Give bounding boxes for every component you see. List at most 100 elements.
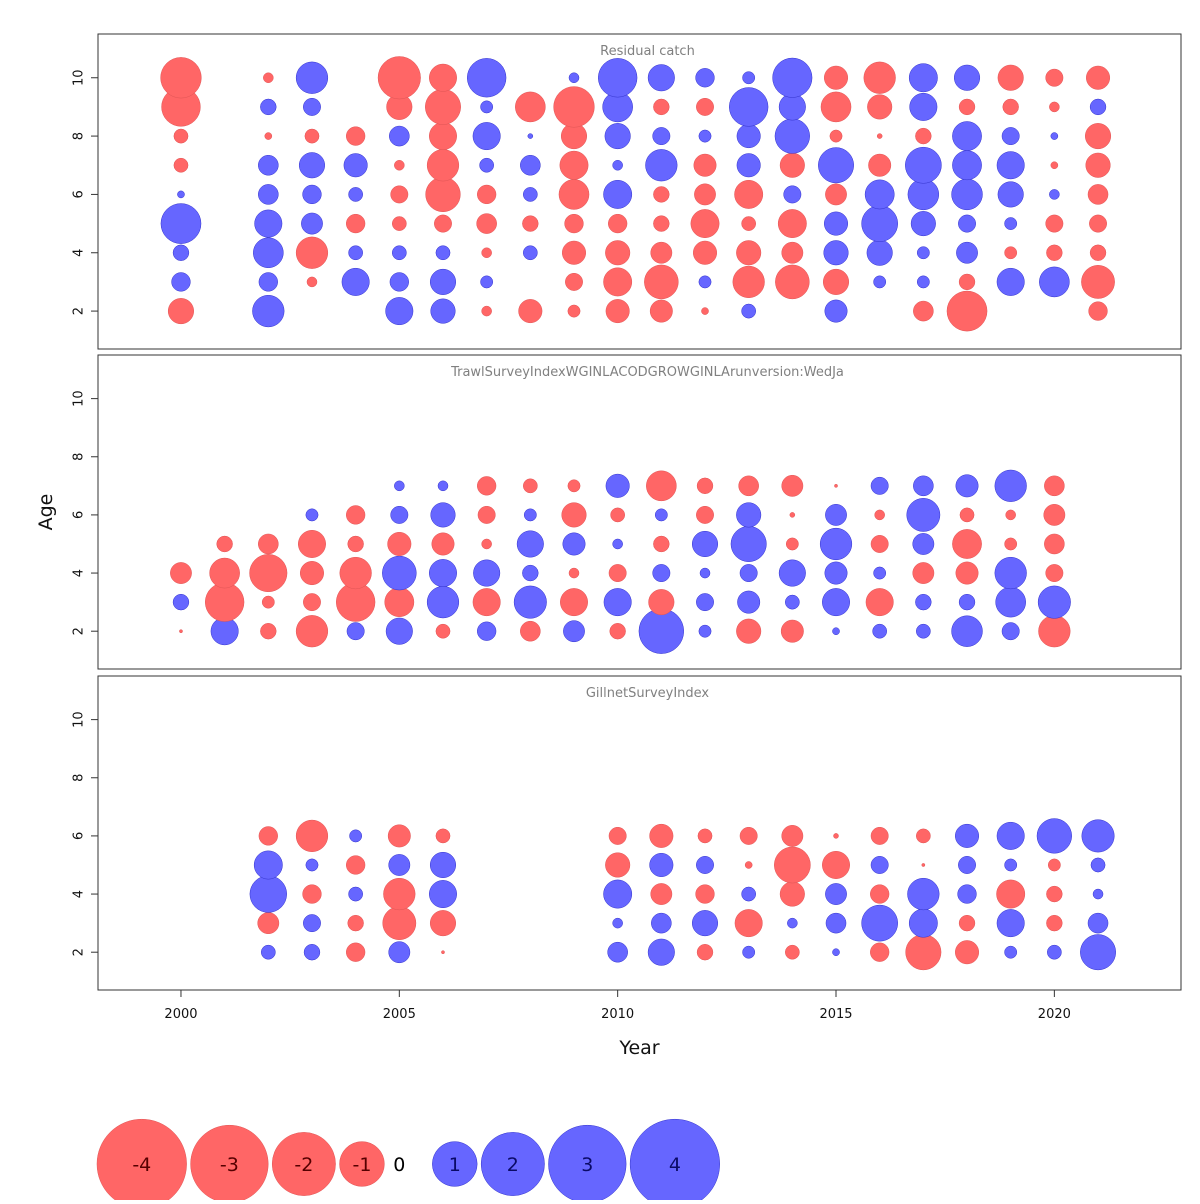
bubble-2015-age-2 <box>832 948 840 956</box>
legend-label: -3 <box>220 1154 239 1176</box>
legend-bubble <box>629 1118 720 1204</box>
bubble-2010-age-8 <box>604 123 631 150</box>
bubble-2012-age-2 <box>701 307 709 315</box>
bubble-2019-age-2 <box>1004 945 1018 959</box>
bubble-2007-age-6 <box>477 505 496 524</box>
legend-bubble <box>271 1132 336 1196</box>
bubble-2012-age-8 <box>698 129 712 143</box>
bubble-2005-age-5 <box>387 531 412 556</box>
bubble-2020-age-3 <box>1037 585 1071 619</box>
bubble-2005-age-8 <box>389 125 410 147</box>
bubble-2005-age-2 <box>385 297 414 326</box>
bubble-2021-age-5 <box>1090 857 1106 873</box>
bubble-2008-age-3 <box>513 585 547 619</box>
bubble-2014-age-6 <box>781 825 804 847</box>
bubble-2000-age-2 <box>179 629 183 634</box>
bubble-2019-age-4 <box>994 556 1027 590</box>
bubble-2010-age-3 <box>612 917 623 929</box>
bubble-2011-age-4 <box>650 241 673 264</box>
legend-label: 1 <box>449 1154 461 1176</box>
bubble-2013-age-6 <box>736 502 762 528</box>
bubble-2016-age-5 <box>861 205 898 242</box>
bubble-2012-age-4 <box>693 240 718 265</box>
bubble-2017-age-3 <box>908 908 938 938</box>
bubble-2004-age-5 <box>347 535 364 553</box>
bubble-2014-age-5 <box>774 846 811 884</box>
bubble-2017-age-5 <box>921 863 926 867</box>
bubble-2013-age-10 <box>742 71 756 85</box>
bubble-2011-age-3 <box>644 264 679 300</box>
bubble-2015-age-2 <box>832 627 840 635</box>
bubble-2020-age-5 <box>1047 858 1061 872</box>
bubble-2016-age-8 <box>876 133 883 139</box>
legend-bubble <box>432 1141 478 1187</box>
bubble-2010-age-5 <box>605 852 631 878</box>
bubble-2020-age-3 <box>1046 914 1063 932</box>
bubble-2016-age-6 <box>870 826 889 845</box>
bubble-2000-age-4 <box>172 244 190 261</box>
bubble-2018-age-6 <box>951 178 983 211</box>
bubble-2015-age-7 <box>834 483 838 488</box>
bubble-2020-age-2 <box>1047 944 1062 960</box>
bubble-2017-age-4 <box>907 877 940 911</box>
bubble-2019-age-5 <box>1004 217 1018 230</box>
bubble-2015-age-3 <box>822 588 850 617</box>
bubble-2013-age-3 <box>737 590 761 614</box>
bubble-2014-age-5 <box>777 209 807 239</box>
bubble-2018-age-3 <box>958 273 976 291</box>
bubble-2007-age-8 <box>472 122 501 151</box>
bubble-2012-age-7 <box>693 153 717 177</box>
bubble-2020-age-7 <box>1050 161 1059 170</box>
bubble-2012-age-5 <box>691 530 719 558</box>
x-axis-title: Year <box>618 1037 659 1059</box>
bubble-2014-age-7 <box>779 152 805 178</box>
bubble-2000-age-2 <box>167 298 194 325</box>
bubble-2015-age-6 <box>825 183 847 206</box>
bubble-2019-age-6 <box>996 821 1025 850</box>
bubble-2006-age-3 <box>429 910 457 937</box>
y-axis-title: Age <box>35 494 57 531</box>
bubble-2011-age-8 <box>652 127 671 146</box>
bubble-2018-age-6 <box>955 823 980 848</box>
bubble-2004-age-5 <box>346 213 366 234</box>
bubble-2018-age-10 <box>954 64 981 91</box>
legend-bubble <box>96 1118 187 1204</box>
bubble-2019-age-3 <box>996 267 1025 296</box>
bubble-2000-age-3 <box>172 593 190 611</box>
bubble-2015-age-6 <box>833 833 839 839</box>
bubble-2009-age-3 <box>560 588 588 617</box>
bubble-2010-age-6 <box>610 507 625 523</box>
bubble-2006-age-6 <box>435 828 451 844</box>
bubble-2020-age-4 <box>1046 244 1063 261</box>
bubble-2012-age-4 <box>695 884 715 904</box>
bubble-2009-age-5 <box>564 213 584 234</box>
bubble-2004-age-2 <box>346 942 366 962</box>
bubble-2009-age-10 <box>568 72 580 84</box>
bubble-2018-age-3 <box>958 593 976 611</box>
bubble-2013-age-8 <box>736 124 761 149</box>
bubble-2005-age-3 <box>389 272 409 292</box>
bubble-2018-age-4 <box>956 241 978 264</box>
bubble-2011-age-4 <box>652 564 671 582</box>
bubble-2019-age-6 <box>997 181 1024 208</box>
bubble-2011-age-10 <box>647 64 675 92</box>
bubble-2017-age-6 <box>906 498 941 532</box>
bubble-2007-age-2 <box>481 305 492 317</box>
bubble-2002-age-2 <box>252 294 285 328</box>
bubble-2009-age-7 <box>559 150 589 180</box>
bubble-2006-age-10 <box>429 63 457 92</box>
y-tick-label: 6 <box>72 190 87 198</box>
panel-title: TrawlSurveyIndexWGINLACODGROWGINLArunver… <box>450 365 844 380</box>
bubble-2015-age-3 <box>822 268 850 295</box>
bubble-2019-age-3 <box>996 909 1025 938</box>
bubble-2005-age-6 <box>387 824 411 848</box>
bubble-2014-age-2 <box>785 944 800 960</box>
bubble-2003-age-3 <box>303 914 321 933</box>
y-tick-label: 2 <box>72 948 87 956</box>
bubble-2007-age-3 <box>472 588 501 617</box>
bubble-2002-age-4 <box>249 875 287 913</box>
bubble-2019-age-6 <box>1005 509 1016 521</box>
x-tick-label: 2010 <box>601 1007 634 1022</box>
bubble-2019-age-4 <box>996 879 1026 909</box>
bubble-2017-age-4 <box>916 246 930 260</box>
